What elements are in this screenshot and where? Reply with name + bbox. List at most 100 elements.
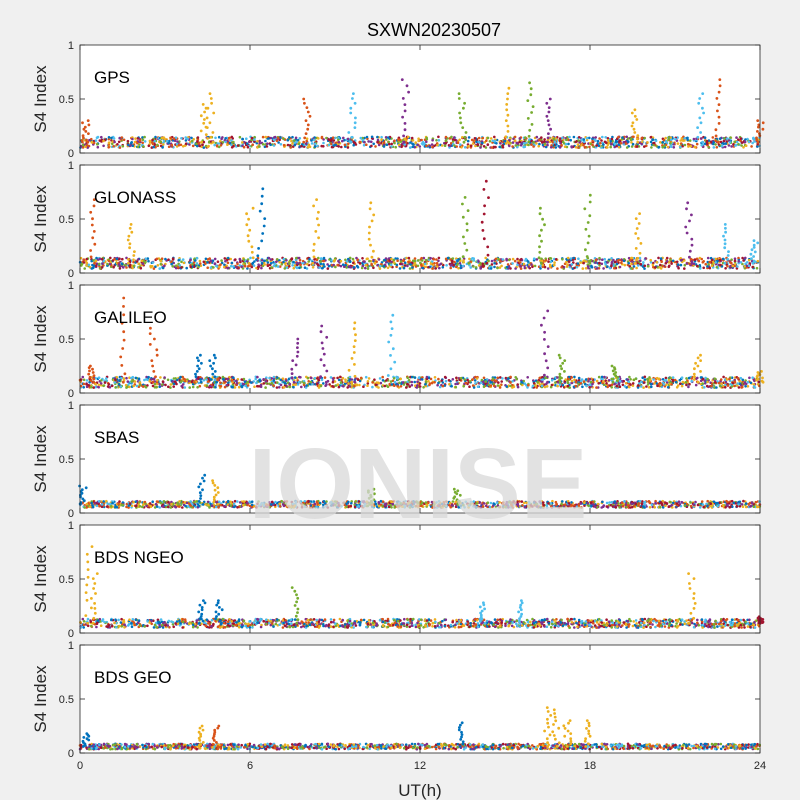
data-point [343, 138, 346, 142]
y-tick-label: 1 [68, 40, 74, 52]
spike-point [756, 241, 760, 245]
spike-point [151, 364, 155, 368]
spike-point [122, 338, 126, 342]
data-point [179, 380, 183, 383]
data-point [717, 381, 721, 385]
data-point [320, 257, 323, 261]
data-point [140, 259, 144, 263]
spike-point [132, 254, 136, 257]
spike-point [194, 372, 197, 376]
data-point [643, 136, 646, 140]
spike-point [692, 378, 696, 381]
data-point [268, 376, 271, 380]
spike-point [403, 109, 407, 113]
data-point [643, 145, 646, 148]
data-point [439, 262, 443, 266]
data-point [715, 146, 719, 149]
data-point [602, 143, 605, 146]
data-point [183, 386, 187, 389]
spike-point [354, 116, 357, 120]
data-point [742, 146, 745, 149]
data-point [383, 258, 386, 262]
data-point [479, 261, 482, 265]
data-point [190, 136, 193, 140]
spike-point [587, 234, 591, 238]
data-point [228, 136, 231, 140]
data-point [147, 259, 150, 263]
spike-point [303, 136, 307, 140]
spike-point [322, 352, 326, 356]
data-point [107, 146, 110, 149]
data-point [629, 383, 632, 386]
data-point [636, 384, 640, 387]
spike-point [560, 367, 563, 371]
spike-point [319, 330, 323, 334]
spike-point [752, 259, 756, 263]
data-point [390, 257, 393, 261]
data-point [602, 267, 605, 270]
data-point [367, 140, 370, 143]
data-point [363, 140, 366, 144]
data-point [451, 140, 455, 143]
data-point [468, 257, 471, 261]
data-point [490, 263, 494, 266]
data-point [735, 136, 738, 139]
data-point [469, 266, 473, 269]
data-point [582, 261, 585, 265]
data-point [679, 145, 682, 149]
spike-point [542, 316, 546, 320]
data-point [722, 139, 726, 143]
data-point [95, 264, 98, 268]
spike-point [461, 255, 465, 259]
data-point [728, 377, 731, 381]
spike-point [487, 196, 490, 200]
data-point [258, 142, 262, 145]
spike-point [547, 106, 551, 109]
data-point [417, 139, 420, 143]
data-point [145, 378, 148, 381]
data-point [474, 266, 478, 269]
data-point [151, 141, 154, 144]
data-point [714, 143, 717, 146]
data-point [632, 265, 636, 268]
spike-point [195, 370, 199, 373]
data-point [750, 145, 753, 148]
data-point [270, 266, 273, 269]
spike-point [322, 364, 326, 367]
data-point [472, 265, 475, 268]
data-point [642, 261, 645, 264]
data-point [117, 383, 121, 386]
data-point [358, 383, 361, 387]
spike-point [133, 250, 136, 254]
data-point [216, 142, 220, 145]
data-point [645, 144, 648, 148]
data-point [601, 258, 604, 262]
data-point [288, 136, 291, 139]
data-point [320, 378, 324, 382]
spike-point [83, 125, 87, 129]
data-point [116, 143, 119, 146]
spike-point [482, 188, 486, 191]
spike-point [152, 370, 156, 373]
spike-point [526, 99, 530, 102]
data-point [737, 138, 740, 141]
data-point [380, 135, 383, 139]
data-point [381, 375, 385, 379]
data-point [437, 381, 440, 385]
spike-point [547, 123, 551, 127]
spike-point [296, 350, 300, 354]
spike-point [506, 92, 510, 95]
data-point [366, 380, 370, 383]
data-point [413, 380, 417, 384]
data-point [664, 376, 668, 380]
data-point [382, 265, 386, 268]
data-point [523, 382, 527, 385]
data-point [505, 385, 509, 388]
data-point [195, 256, 199, 260]
data-point [394, 145, 398, 149]
data-point [744, 144, 748, 147]
data-point [119, 385, 123, 388]
data-point [393, 384, 396, 388]
spike-point [537, 256, 541, 260]
data-point [746, 385, 750, 388]
